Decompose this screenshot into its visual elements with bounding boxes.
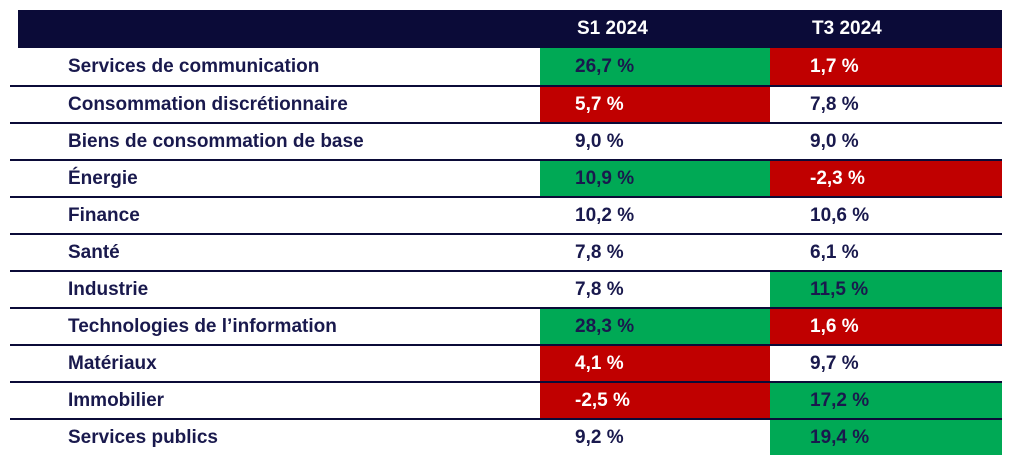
table-row: Consommation discrétionnaire 5,7 % 7,8 % (10, 85, 1002, 122)
t3-2024-value-cell: 9,7 % (810, 352, 859, 374)
s1-2024-value-cell: 5,7 % (540, 87, 770, 122)
table-row: Technologies de l’information 28,3 % 1,6 % (10, 307, 1002, 344)
table-row: Matériaux 4,1 % 9,7 % (10, 344, 1002, 381)
table-row: Santé 7,8 % 6,1 % (10, 233, 1002, 270)
header-empty-cell (18, 10, 540, 48)
t3-2024-value-cell: 1,7 % (770, 48, 1002, 85)
s1-2024-value-cell: 10,2 % (575, 204, 635, 226)
s1-2024-value-cell: 7,8 % (575, 278, 624, 300)
sector-label: Biens de consommation de base (68, 130, 364, 152)
t3-2024-value-cell: 9,0 % (810, 130, 859, 152)
s1-2024-value-cell: 26,7 % (540, 48, 770, 85)
table-body: Services de communication 26,7 % 1,7 % Cons… (10, 48, 1002, 455)
sector-returns-table: S1 2024 T3 2024 Services de communicatio… (10, 10, 1002, 455)
column-header-t3-2024: T3 2024 (812, 18, 882, 39)
sector-label: Finance (68, 204, 140, 226)
t3-2024-value-cell: 11,5 % (770, 272, 1002, 307)
sector-label: Technologies de l’information (68, 315, 337, 337)
sector-label: Industrie (68, 278, 149, 300)
s1-2024-value-cell: -2,5 % (540, 383, 770, 418)
t3-2024-value-cell: -2,3 % (770, 161, 1002, 196)
t3-2024-value-cell: 17,2 % (770, 383, 1002, 418)
s1-2024-value-cell: 9,2 % (575, 426, 624, 448)
sector-label: Énergie (68, 167, 138, 189)
s1-2024-value-cell: 4,1 % (540, 346, 770, 381)
t3-2024-value-cell: 10,6 % (810, 204, 870, 226)
t3-2024-value-cell: 7,8 % (810, 93, 859, 115)
sector-label: Consommation discrétionnaire (68, 93, 348, 115)
table-row: Services publics 9,2 % 19,4 % (10, 418, 1002, 455)
table-row: Industrie 7,8 % 11,5 % (10, 270, 1002, 307)
table-row: Immobilier -2,5 % 17,2 % (10, 381, 1002, 418)
s1-2024-value-cell: 28,3 % (540, 309, 770, 344)
table-row: Énergie 10,9 % -2,3 % (10, 159, 1002, 196)
t3-2024-value-cell: 1,6 % (770, 309, 1002, 344)
t3-2024-value-cell: 19,4 % (770, 420, 1002, 455)
s1-2024-value-cell: 9,0 % (575, 130, 624, 152)
table-row: Services de communication 26,7 % 1,7 % (10, 48, 1002, 85)
sector-label: Services de communication (68, 55, 320, 77)
table-header-row: S1 2024 T3 2024 (18, 10, 1002, 48)
s1-2024-value-cell: 10,9 % (540, 161, 770, 196)
table-row: Finance 10,2 % 10,6 % (10, 196, 1002, 233)
sector-label: Matériaux (68, 352, 157, 374)
sector-label: Services publics (68, 426, 218, 448)
sector-label: Santé (68, 241, 120, 263)
sector-label: Immobilier (68, 389, 165, 411)
table-row: Biens de consommation de base 9,0 % 9,0 % (10, 122, 1002, 159)
t3-2024-value-cell: 6,1 % (810, 241, 859, 263)
column-header-s1-2024: S1 2024 (577, 18, 648, 39)
s1-2024-value-cell: 7,8 % (575, 241, 624, 263)
